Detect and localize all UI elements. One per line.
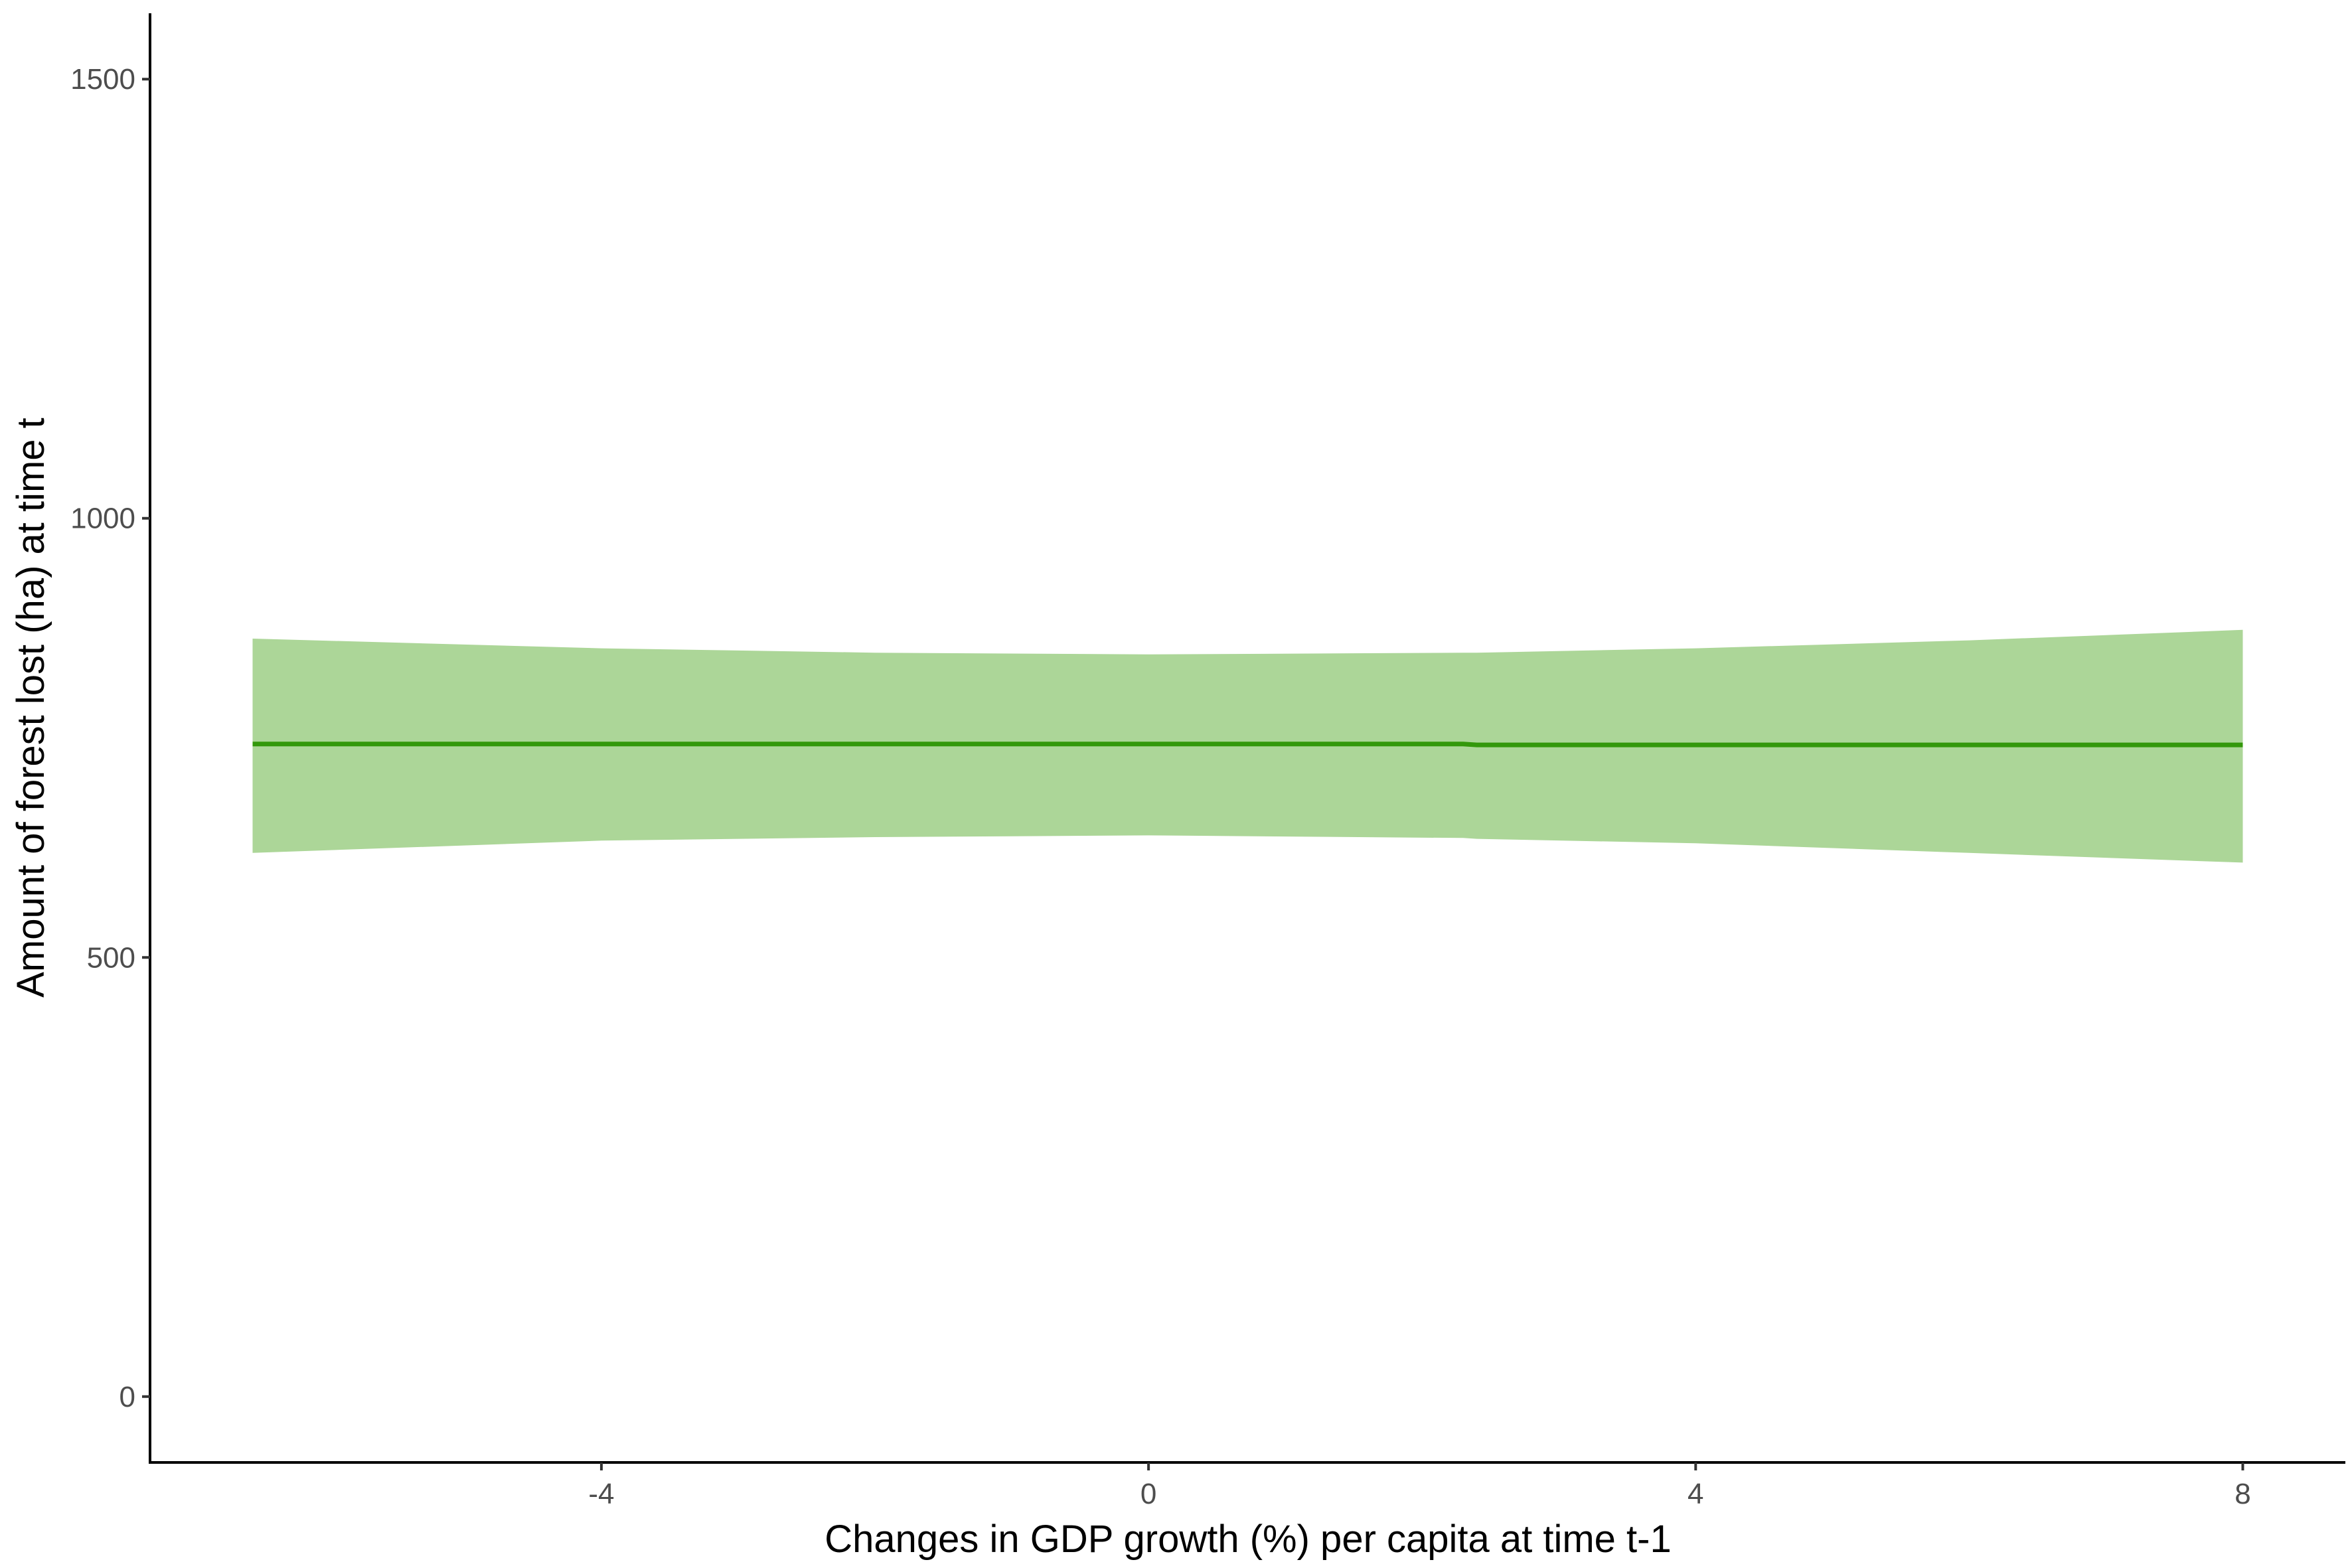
x-axis-title: Changes in GDP growth (%) per capita at … xyxy=(824,1518,1672,1561)
x-tick-label: 0 xyxy=(1140,1478,1156,1510)
y-tick-label: 1500 xyxy=(70,63,135,96)
x-tick-label: 4 xyxy=(1687,1478,1703,1510)
plot-area xyxy=(252,629,2243,863)
y-tick-label: 1000 xyxy=(70,503,135,535)
y-tick-label: 500 xyxy=(87,941,135,974)
x-tick-label: 8 xyxy=(2234,1478,2250,1510)
y-axis-ticks: 0 500 1000 1500 xyxy=(70,63,150,1413)
x-tick-label: -4 xyxy=(588,1478,614,1510)
x-axis-ticks: -4 0 4 8 xyxy=(588,1462,2251,1510)
fit-line xyxy=(252,742,2243,747)
y-tick-label: 0 xyxy=(119,1381,135,1413)
y-axis-title: Amount of forest lost (ha) at time t xyxy=(9,418,52,998)
